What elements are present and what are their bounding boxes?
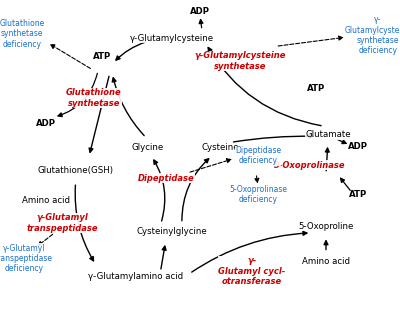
Text: 5-Oxoprolinase
deficiency: 5-Oxoprolinase deficiency [229,185,287,204]
Text: γ-Glutamylcysteine: γ-Glutamylcysteine [130,34,214,43]
Text: 5-Oxoproline: 5-Oxoproline [298,222,354,231]
Text: γ-Glutamylamino acid: γ-Glutamylamino acid [88,272,184,281]
Text: ATP: ATP [93,52,111,61]
Text: ADP: ADP [190,7,210,16]
Text: γ-
Glutamylcysteine
synthetase
deficiency: γ- Glutamylcysteine synthetase deficienc… [344,15,400,56]
Text: ADP: ADP [348,142,368,151]
Text: Glycine: Glycine [132,143,164,152]
Text: Glutathione
synthetase
deficiency: Glutathione synthetase deficiency [0,19,45,48]
Text: Glutamate: Glutamate [305,130,351,139]
Text: Amino acid: Amino acid [302,257,350,266]
Text: γ-Glutamylcysteine
synthetase: γ-Glutamylcysteine synthetase [194,51,286,71]
Text: γ-Glutamyl
transpeptidase: γ-Glutamyl transpeptidase [26,213,98,233]
Text: Amino acid: Amino acid [22,196,70,205]
Text: ATP: ATP [349,190,367,199]
Text: γ-
Glutamyl cycl-
otransferase: γ- Glutamyl cycl- otransferase [218,256,286,286]
Text: Glutathione(GSH): Glutathione(GSH) [38,166,114,175]
Text: ATP: ATP [307,84,325,93]
Text: ADP: ADP [36,119,56,128]
Text: Dipeptidase: Dipeptidase [138,174,194,183]
Text: 5-Oxoprolinase: 5-Oxoprolinase [274,161,346,170]
Text: γ-Glutamyl
transpeptidase
deficiency: γ-Glutamyl transpeptidase deficiency [0,244,53,273]
Text: Cysteinylglycine: Cysteinylglycine [137,227,207,236]
Text: Glutathione
synthetase: Glutathione synthetase [66,88,122,108]
Text: Dipeptidase
deficiency: Dipeptidase deficiency [235,146,281,165]
Text: Cysteine: Cysteine [201,143,239,152]
